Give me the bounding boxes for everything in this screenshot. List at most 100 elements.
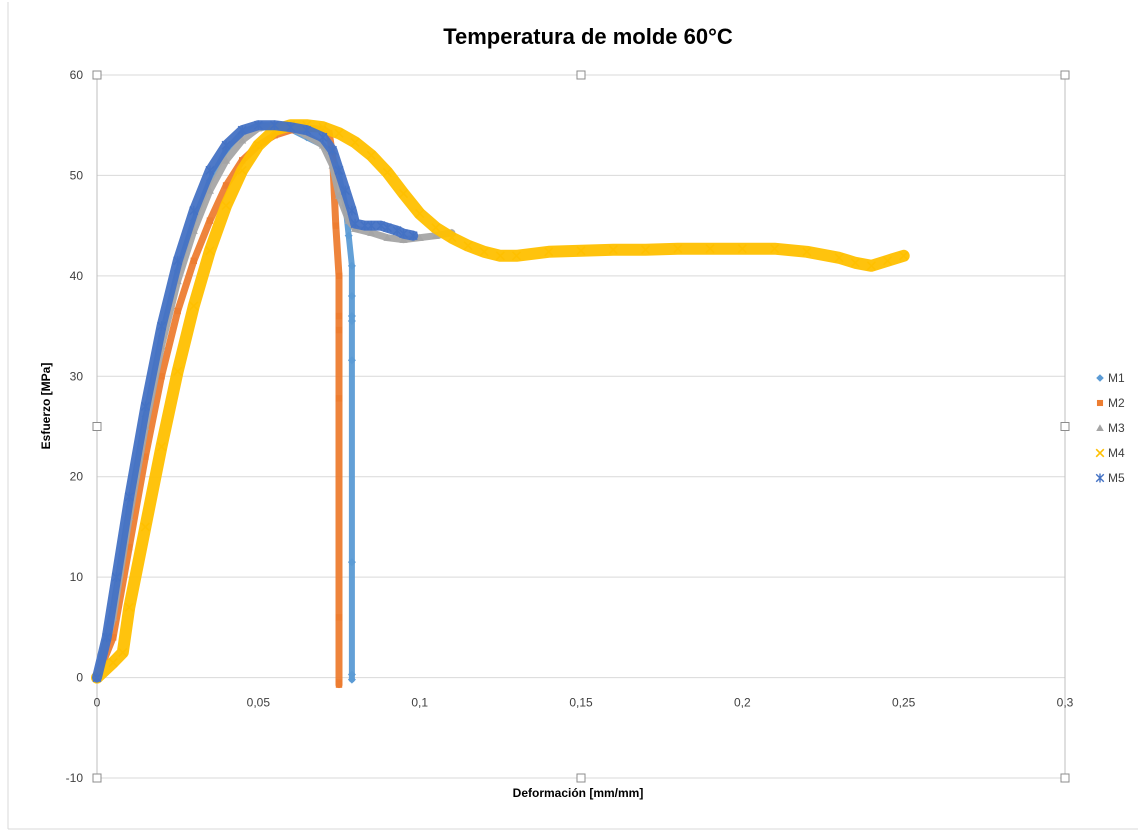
data-point <box>302 125 312 136</box>
legend-item: M5 <box>1095 471 1125 485</box>
data-point <box>111 572 121 582</box>
data-point <box>205 165 215 176</box>
series-band <box>92 120 419 683</box>
y-tick-label: 0 <box>76 671 83 685</box>
y-tick-label: 50 <box>70 168 84 182</box>
data-point <box>383 233 392 241</box>
legend-item: M2 <box>1096 396 1125 410</box>
resize-handle[interactable] <box>576 70 586 80</box>
data-point <box>237 125 247 136</box>
data-point <box>286 122 296 133</box>
data-point <box>328 145 338 156</box>
data-point <box>376 220 386 231</box>
legend-marker <box>1095 448 1105 458</box>
data-point <box>737 244 747 254</box>
selection-handles[interactable] <box>92 70 1070 783</box>
data-point <box>124 492 134 502</box>
data-point <box>206 217 214 224</box>
resize-handle[interactable] <box>92 422 102 431</box>
y-tick-label: 60 <box>70 68 84 82</box>
resize-handle[interactable] <box>1060 70 1070 80</box>
data-point <box>347 558 356 567</box>
series-band <box>91 119 910 684</box>
data-point <box>399 228 409 239</box>
data-point <box>495 251 505 261</box>
data-point <box>408 230 418 241</box>
legend-label: M5 <box>1108 471 1125 485</box>
data-point <box>205 246 215 256</box>
data-point <box>335 191 343 199</box>
data-point <box>347 670 356 679</box>
data-point <box>347 205 357 216</box>
resize-handle[interactable] <box>92 773 102 783</box>
data-point <box>157 321 167 331</box>
legend-marker <box>1095 473 1105 483</box>
series-m5 <box>92 120 419 683</box>
data-point <box>140 401 150 412</box>
resize-handle[interactable] <box>576 773 586 783</box>
data-point <box>102 632 112 643</box>
data-point <box>479 247 489 257</box>
data-point <box>347 356 356 365</box>
data-point <box>124 602 134 612</box>
data-point <box>344 231 353 240</box>
resize-handle[interactable] <box>1060 773 1070 783</box>
data-point <box>463 241 473 251</box>
data-point <box>511 251 522 261</box>
chart-title: Temperatura de molde 60°C <box>443 24 733 49</box>
legend-label: M2 <box>1108 396 1125 410</box>
data-point <box>158 373 165 380</box>
resize-handle[interactable] <box>92 70 102 80</box>
resize-handle[interactable] <box>1060 422 1070 431</box>
data-point <box>156 442 167 452</box>
data-point <box>332 222 339 229</box>
data-point <box>334 165 344 176</box>
legend-marker <box>1096 399 1104 407</box>
data-point <box>142 453 149 460</box>
legend-label: M4 <box>1108 446 1125 460</box>
data-point <box>189 301 199 311</box>
legend-item: M4 <box>1095 446 1125 460</box>
data-point <box>399 235 408 243</box>
data-point <box>318 132 328 143</box>
x-tick-label: 0,05 <box>247 696 271 710</box>
data-point <box>109 634 117 641</box>
data-point <box>335 395 343 402</box>
y-tick-labels: -10 0 10 20 30 40 50 60 <box>66 68 84 785</box>
data-point <box>173 255 183 266</box>
data-point <box>221 200 231 211</box>
data-point <box>608 245 618 255</box>
data-point <box>360 220 370 231</box>
x-tick-labels: 0 0,05 0,1 0,15 0,2 0,25 0,3 <box>94 696 1074 710</box>
x-tick-label: 0,1 <box>411 696 428 710</box>
data-point <box>850 258 860 268</box>
data-point <box>335 681 343 688</box>
data-point <box>431 231 440 239</box>
data-point <box>834 253 844 263</box>
data-point <box>770 244 780 254</box>
y-axis-label: Esfuerzo [MPa] <box>39 363 53 450</box>
data-point <box>544 247 554 257</box>
data-point <box>347 675 356 684</box>
data-point <box>335 326 343 334</box>
data-point <box>222 182 230 189</box>
data-point <box>92 672 102 683</box>
data-point <box>447 233 457 243</box>
data-point <box>431 223 441 233</box>
data-point <box>335 312 343 320</box>
legend-label: M3 <box>1108 421 1125 435</box>
data-point <box>415 233 424 241</box>
data-point <box>140 522 150 532</box>
data-point <box>108 657 118 668</box>
data-point <box>347 261 356 270</box>
y-tick-label: 30 <box>70 369 84 383</box>
data-point <box>347 291 356 300</box>
data-point <box>340 185 350 196</box>
data-point <box>398 188 409 199</box>
data-point <box>882 256 893 266</box>
y-tick-label: 40 <box>70 269 84 283</box>
data-point <box>126 543 133 551</box>
data-point <box>415 209 425 219</box>
